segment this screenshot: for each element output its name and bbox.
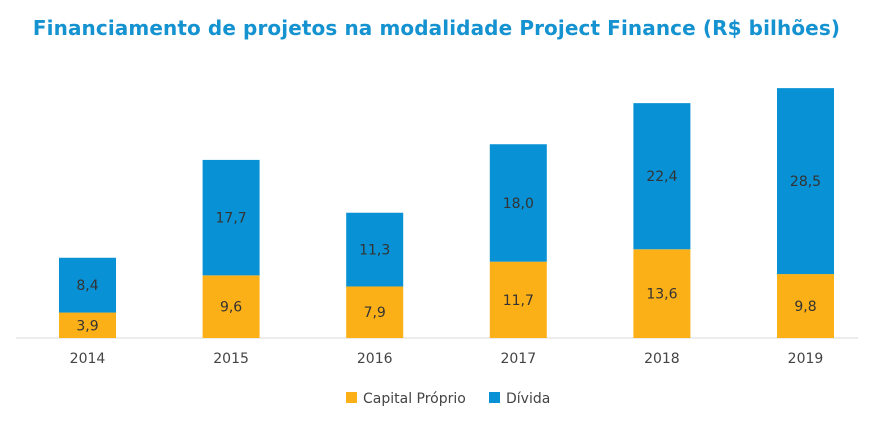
bar-capital-proprio-2018 [633, 249, 691, 338]
bar-divida-2017 [489, 144, 547, 262]
bar-divida-2016 [346, 212, 404, 287]
bar-capital-proprio-2014 [59, 312, 116, 338]
bar-divida-2019 [777, 88, 834, 275]
legend-label-capital-proprio: Capital Próprio [363, 391, 466, 407]
legend: Capital Próprio Dívida [346, 391, 550, 407]
value-label-divida-2017: 18,0 [503, 196, 534, 212]
category-label-2014: 2014 [70, 351, 106, 367]
bar-divida-2014 [59, 257, 116, 313]
value-label-capital-proprio-2018: 13,6 [646, 287, 677, 303]
legend-label-divida: Dívida [506, 391, 550, 407]
category-label-2017: 2017 [500, 351, 536, 367]
bar-capital-proprio-2015 [202, 275, 260, 338]
value-label-capital-proprio-2014: 3,9 [76, 318, 98, 334]
value-label-divida-2019: 28,5 [790, 174, 821, 190]
legend-swatch-capital-proprio [346, 392, 357, 403]
value-label-capital-proprio-2016: 7,9 [364, 305, 386, 321]
value-label-divida-2014: 8,4 [76, 278, 98, 294]
value-label-divida-2016: 11,3 [359, 243, 390, 259]
bar-divida-2018 [633, 103, 691, 250]
category-label-2018: 2018 [644, 351, 680, 367]
bar-capital-proprio-2019 [777, 274, 834, 338]
labels-layer: 3,9 8,4 2014 9,6 17,7 2015 7,9 11,3 2016 11,7 18,0… [70, 169, 824, 367]
category-label-2015: 2015 [213, 351, 249, 367]
legend-swatch-divida [489, 392, 500, 403]
value-label-divida-2018: 22,4 [646, 169, 677, 185]
value-label-capital-proprio-2015: 9,6 [220, 300, 242, 316]
value-label-capital-proprio-2019: 9,8 [794, 299, 816, 315]
bars-layer [59, 88, 834, 338]
bar-capital-proprio-2017 [489, 261, 547, 338]
category-label-2019: 2019 [788, 351, 824, 367]
bar-capital-proprio-2016 [346, 286, 404, 338]
category-label-2016: 2016 [357, 351, 393, 367]
chart-title: Financiamento de projetos na modalidade … [32, 16, 841, 40]
value-label-capital-proprio-2017: 11,7 [503, 293, 534, 309]
bar-divida-2015 [202, 159, 260, 276]
value-label-divida-2015: 17,7 [216, 211, 247, 227]
